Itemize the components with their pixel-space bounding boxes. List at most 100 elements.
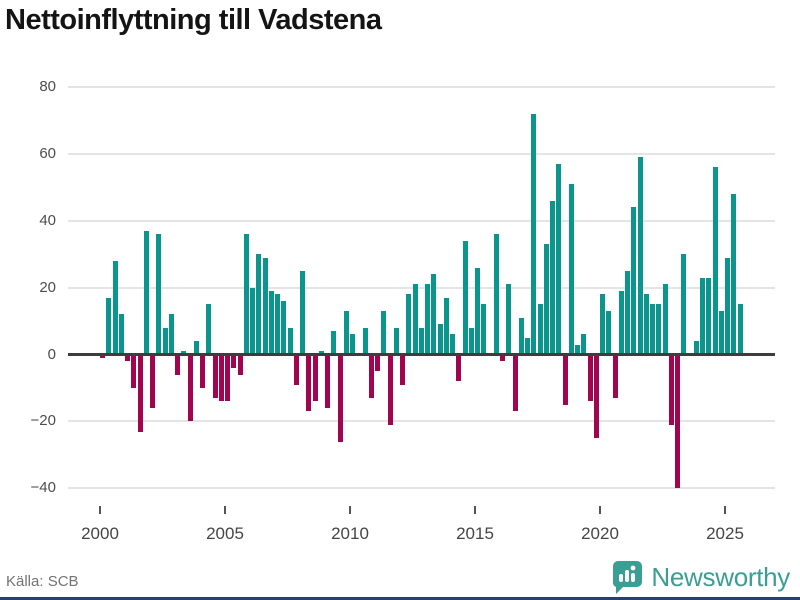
bar-quarter: [300, 270, 305, 355]
bar-quarter: [262, 257, 268, 355]
bar-quarter: [643, 294, 649, 355]
y-axis-tick-label: 20: [39, 278, 56, 296]
x-axis-year-label: 2010: [331, 524, 369, 543]
bar-quarter: [406, 294, 412, 355]
gridline-y-20: [68, 286, 775, 289]
bar-quarter: [287, 327, 293, 355]
x-axis-year-label: 2000: [81, 524, 119, 543]
bar-quarter: [400, 354, 405, 385]
bar-quarter: [312, 354, 318, 402]
bar-quarter: [443, 297, 449, 355]
gridline-y--20: [68, 420, 775, 423]
bar-quarter: [175, 354, 180, 375]
bar-quarter: [331, 331, 337, 355]
bar-quarter: [693, 341, 699, 355]
bar-quarter: [125, 354, 130, 362]
bar-quarter: [668, 354, 674, 425]
bar-quarter: [318, 351, 324, 355]
bar-quarter: [187, 354, 193, 422]
bar-quarter: [706, 277, 712, 355]
bar-quarter: [462, 240, 468, 355]
bar-quarter: [581, 334, 587, 355]
footer-accent-strip: [0, 597, 800, 600]
bar-quarter: [550, 200, 555, 355]
bar-quarter: [662, 284, 668, 355]
x-axis-tick: [99, 506, 101, 514]
bar-quarter: [675, 354, 680, 489]
bar-quarter: [343, 311, 349, 355]
bar-quarter: [425, 284, 430, 355]
y-axis-tick-label: −40: [30, 479, 56, 497]
bar-quarter: [118, 314, 124, 355]
bar-quarter: [200, 354, 205, 388]
x-axis-tick: [474, 506, 476, 514]
bar-quarter: [225, 354, 230, 402]
bar-quarter: [387, 354, 393, 425]
zero-baseline: [68, 353, 775, 356]
bar-quarter: [143, 230, 149, 355]
bar-quarter: [206, 304, 212, 355]
x-axis-year-label: 2015: [456, 524, 494, 543]
bar-quarter: [531, 113, 537, 355]
bar-quarter: [562, 354, 568, 405]
bar-quarter: [281, 301, 287, 355]
x-axis-tick: [724, 506, 726, 514]
bar-quarter: [575, 344, 580, 355]
bar-quarter: [731, 193, 737, 355]
bar-quarter: [637, 157, 643, 355]
bar-quarter: [368, 354, 374, 398]
bar-quarter: [737, 304, 743, 355]
bar-quarter: [100, 354, 105, 358]
bar-quarter: [168, 314, 174, 355]
bar-quarter: [131, 354, 137, 388]
bar-quarter: [450, 334, 455, 355]
bar-quarter: [293, 354, 299, 385]
bar-quarter: [106, 297, 112, 355]
newsworthy-logo-icon: [612, 560, 643, 595]
bar-quarter: [537, 304, 543, 355]
chart-title: Nettoinflyttning till Vadstena: [5, 4, 382, 36]
bar-quarter: [543, 244, 549, 355]
bar-quarter: [250, 287, 255, 355]
bar-quarter: [350, 334, 355, 355]
bar-quarter: [375, 354, 380, 372]
bar-quarter: [150, 354, 155, 408]
bar-quarter: [656, 304, 662, 355]
bar-quarter: [468, 327, 474, 355]
bar-quarter: [237, 354, 243, 375]
brand-name: Newsworthy: [651, 562, 790, 592]
bar-quarter: [325, 354, 330, 408]
bar-quarter: [275, 294, 280, 355]
y-axis-tick-label: 0: [47, 345, 56, 363]
y-axis-tick-label: 80: [39, 77, 56, 95]
x-axis-tick: [224, 506, 226, 514]
gridline-y-60: [68, 152, 775, 155]
bar-quarter: [593, 354, 599, 439]
bar-quarter: [500, 354, 505, 362]
bar-quarter: [518, 317, 524, 355]
bar-quarter: [556, 163, 562, 355]
bar-quarter: [393, 327, 399, 355]
y-axis-tick-label: 60: [39, 144, 56, 162]
bar-quarter: [162, 327, 168, 355]
bar-quarter: [568, 183, 574, 355]
bar-quarter: [212, 354, 218, 398]
y-axis-tick-label: −20: [30, 412, 56, 430]
bar-quarter: [337, 354, 343, 442]
bar-quarter: [231, 354, 237, 368]
bar-quarter: [156, 234, 162, 355]
bar-quarter: [712, 167, 718, 355]
gridline-y-40: [68, 219, 775, 222]
bar-quarter: [243, 234, 249, 355]
bar-quarter: [306, 354, 312, 412]
bar-quarter: [193, 341, 199, 355]
bar-quarter: [718, 311, 724, 355]
bar-quarter: [112, 260, 118, 355]
bar-quarter: [725, 257, 730, 355]
bar-quarter: [381, 311, 387, 355]
x-axis-year-label: 2025: [706, 524, 744, 543]
bar-quarter: [600, 294, 605, 355]
bar-quarter: [612, 354, 618, 398]
bar-quarter: [181, 351, 187, 355]
